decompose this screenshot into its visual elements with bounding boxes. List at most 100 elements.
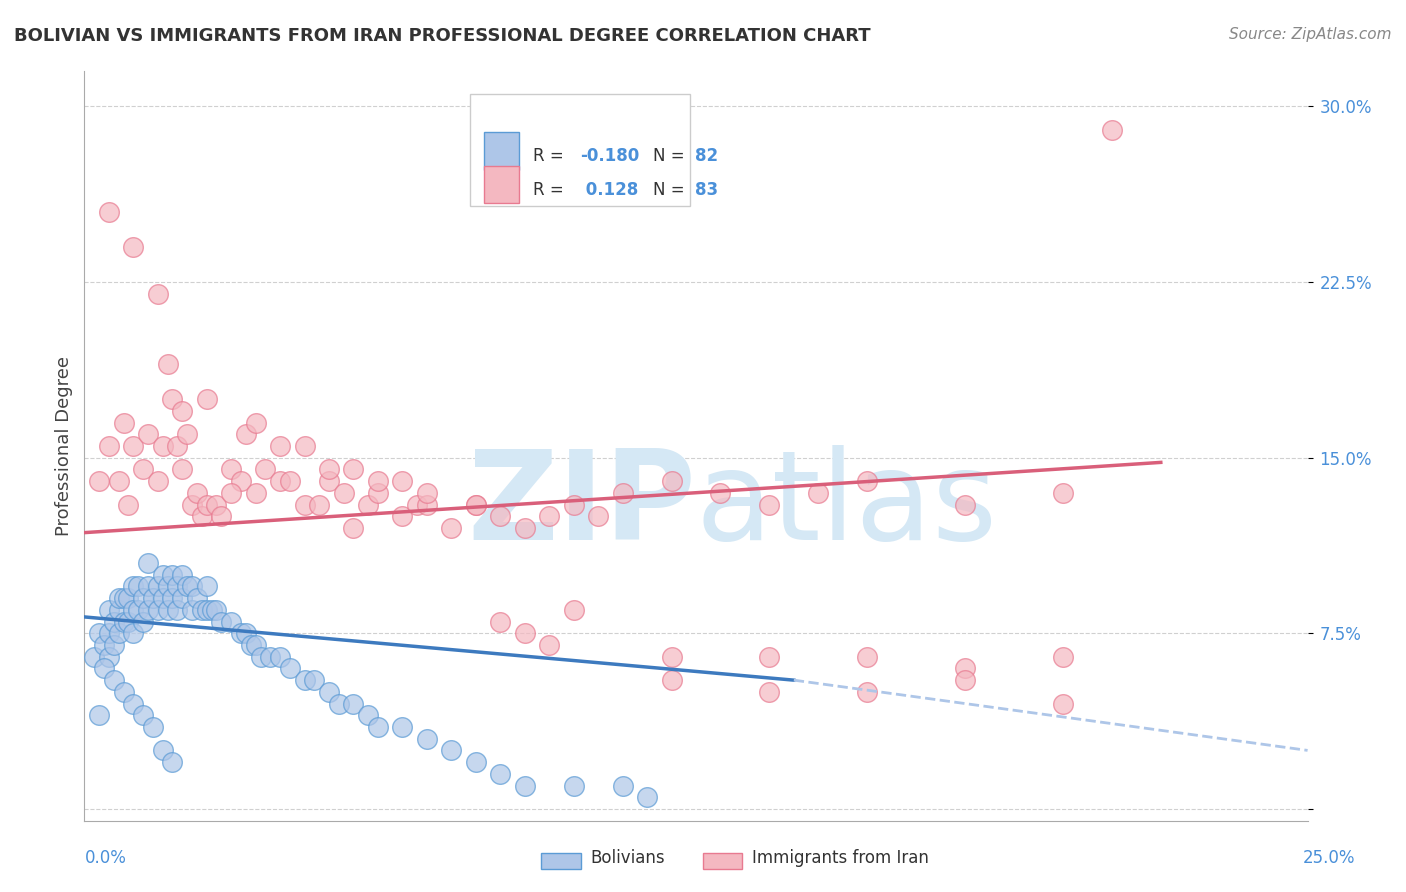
Point bbox=[146, 286, 169, 301]
Point bbox=[97, 205, 120, 219]
Point bbox=[191, 603, 214, 617]
Point bbox=[489, 509, 512, 524]
Point bbox=[166, 580, 188, 594]
Text: Bolivians: Bolivians bbox=[591, 849, 665, 867]
Point bbox=[195, 580, 218, 594]
Point bbox=[172, 591, 194, 606]
Point bbox=[117, 498, 139, 512]
Point bbox=[953, 498, 976, 512]
Point bbox=[391, 474, 413, 488]
Point bbox=[87, 708, 110, 723]
Point bbox=[219, 615, 242, 629]
Point bbox=[176, 580, 198, 594]
Point bbox=[953, 661, 976, 675]
Point bbox=[152, 591, 174, 606]
Point bbox=[136, 556, 159, 570]
Point bbox=[146, 474, 169, 488]
Point bbox=[162, 591, 184, 606]
Point bbox=[117, 615, 139, 629]
Text: N =: N = bbox=[654, 147, 690, 165]
Point bbox=[661, 673, 683, 688]
Point bbox=[1052, 485, 1074, 500]
Point bbox=[318, 462, 340, 476]
Point bbox=[172, 567, 194, 582]
Point bbox=[103, 638, 125, 652]
Point bbox=[229, 626, 252, 640]
Point bbox=[856, 474, 879, 488]
Point bbox=[538, 509, 561, 524]
Point bbox=[229, 474, 252, 488]
Point bbox=[489, 767, 512, 781]
Point bbox=[112, 615, 135, 629]
Point bbox=[112, 685, 135, 699]
Point bbox=[136, 603, 159, 617]
Point bbox=[87, 474, 110, 488]
Point bbox=[357, 498, 380, 512]
Point bbox=[318, 685, 340, 699]
Point bbox=[122, 697, 145, 711]
Point bbox=[117, 591, 139, 606]
Point bbox=[269, 474, 291, 488]
Point bbox=[186, 591, 208, 606]
Point bbox=[200, 603, 222, 617]
Point bbox=[209, 615, 232, 629]
Point bbox=[181, 580, 204, 594]
Point bbox=[136, 427, 159, 442]
Point bbox=[195, 392, 218, 407]
Point bbox=[156, 357, 179, 371]
Point bbox=[586, 509, 609, 524]
Point bbox=[758, 685, 780, 699]
Point bbox=[181, 498, 204, 512]
Point bbox=[103, 673, 125, 688]
Point bbox=[538, 638, 561, 652]
Point bbox=[406, 498, 429, 512]
Point bbox=[142, 720, 165, 734]
Point bbox=[562, 603, 585, 617]
Point bbox=[856, 649, 879, 664]
Point bbox=[254, 462, 277, 476]
Point bbox=[162, 567, 184, 582]
Text: Source: ZipAtlas.com: Source: ZipAtlas.com bbox=[1229, 27, 1392, 42]
Bar bbox=[484, 166, 519, 203]
Point bbox=[172, 404, 194, 418]
Point bbox=[1101, 123, 1123, 137]
Point bbox=[464, 498, 486, 512]
Point bbox=[122, 626, 145, 640]
Point bbox=[416, 731, 439, 746]
Point bbox=[239, 638, 262, 652]
Point bbox=[464, 755, 486, 769]
Point bbox=[367, 720, 389, 734]
Point bbox=[464, 498, 486, 512]
Point bbox=[209, 509, 232, 524]
Point bbox=[308, 498, 330, 512]
Point bbox=[186, 485, 208, 500]
Point bbox=[122, 240, 145, 254]
Point bbox=[709, 485, 731, 500]
Point bbox=[93, 638, 115, 652]
Point bbox=[127, 580, 149, 594]
Text: 0.0%: 0.0% bbox=[84, 849, 127, 867]
Bar bbox=[470, 94, 690, 206]
Point bbox=[416, 498, 439, 512]
Point bbox=[107, 591, 129, 606]
Point bbox=[219, 485, 242, 500]
Point bbox=[269, 649, 291, 664]
Point bbox=[513, 521, 536, 535]
Text: 83: 83 bbox=[695, 181, 718, 199]
Text: -0.180: -0.180 bbox=[579, 147, 638, 165]
Point bbox=[294, 673, 316, 688]
Text: Immigrants from Iran: Immigrants from Iran bbox=[752, 849, 929, 867]
Text: 0.128: 0.128 bbox=[579, 181, 638, 199]
Point bbox=[269, 439, 291, 453]
Text: R =: R = bbox=[533, 147, 569, 165]
Point bbox=[205, 498, 228, 512]
Point bbox=[107, 474, 129, 488]
Point bbox=[1052, 697, 1074, 711]
Point bbox=[132, 615, 155, 629]
Point bbox=[172, 462, 194, 476]
Point bbox=[122, 439, 145, 453]
Point bbox=[245, 485, 267, 500]
Point bbox=[132, 462, 155, 476]
Point bbox=[146, 603, 169, 617]
Point bbox=[142, 591, 165, 606]
